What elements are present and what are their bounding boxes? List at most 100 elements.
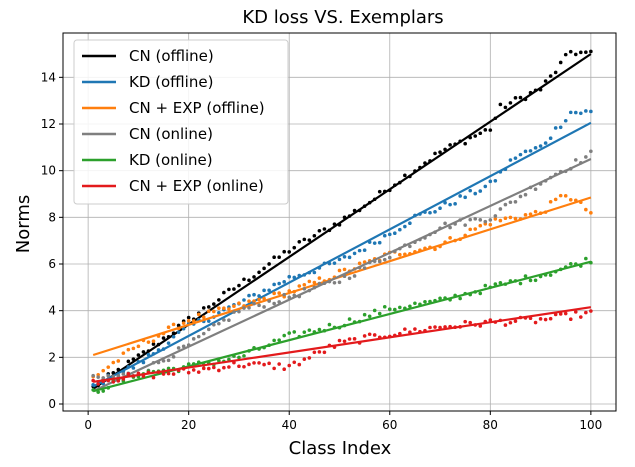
scatter-point bbox=[302, 286, 307, 291]
scatter-point bbox=[558, 193, 563, 198]
scatter-point bbox=[91, 373, 95, 378]
scatter-point bbox=[503, 323, 508, 327]
scatter-point bbox=[312, 233, 317, 238]
scatter-point bbox=[398, 252, 402, 257]
scatter-point bbox=[387, 255, 392, 260]
scatter-point bbox=[403, 327, 407, 331]
scatter-point bbox=[227, 318, 231, 323]
x-tick-label: 20 bbox=[181, 418, 196, 432]
scatter-point bbox=[166, 358, 171, 363]
scatter-point bbox=[543, 317, 548, 322]
scatter-point bbox=[206, 366, 211, 371]
scatter-point bbox=[573, 110, 578, 115]
scatter-point bbox=[337, 338, 342, 343]
scatter-point bbox=[568, 49, 573, 54]
scatter-point bbox=[317, 228, 322, 233]
scatter-point bbox=[292, 245, 297, 250]
scatter-point bbox=[478, 218, 483, 222]
scatter-point bbox=[196, 334, 201, 339]
scatter-point bbox=[558, 60, 563, 65]
series-cn-offline bbox=[91, 49, 593, 390]
scatter-point bbox=[121, 351, 126, 355]
scatter-point bbox=[448, 236, 452, 240]
scatter-point bbox=[428, 210, 432, 215]
scatter-point bbox=[533, 320, 538, 325]
scatter-point bbox=[382, 257, 387, 262]
scatter-point bbox=[317, 350, 322, 354]
scatter-point bbox=[513, 200, 518, 204]
scatter-point bbox=[377, 240, 382, 245]
scatter-point bbox=[523, 274, 528, 278]
scatter-point bbox=[297, 239, 302, 244]
scatter-point bbox=[232, 304, 236, 309]
scatter-point bbox=[237, 309, 241, 314]
scatter-point bbox=[166, 341, 171, 345]
scatter-point bbox=[573, 158, 578, 162]
scatter-point bbox=[111, 374, 116, 379]
scatter-point bbox=[227, 365, 231, 369]
scatter-point bbox=[277, 255, 281, 260]
scatter-point bbox=[468, 217, 473, 222]
scatter-point bbox=[287, 274, 292, 279]
scatter-point bbox=[453, 202, 457, 206]
scatter-point bbox=[483, 128, 488, 132]
scatter-point bbox=[126, 359, 131, 364]
scatter-point bbox=[131, 366, 136, 370]
scatter-point bbox=[523, 213, 528, 217]
scatter-point bbox=[548, 273, 553, 277]
legend-label: CN + EXP (offline) bbox=[129, 99, 265, 117]
scatter-point bbox=[201, 315, 206, 320]
scatter-point bbox=[106, 374, 111, 378]
scatter-point bbox=[584, 155, 588, 159]
scatter-point bbox=[302, 357, 307, 361]
scatter-point bbox=[242, 298, 246, 302]
scatter-point bbox=[584, 109, 588, 113]
scatter-point bbox=[518, 95, 523, 100]
scatter-point bbox=[433, 210, 437, 214]
scatter-point bbox=[498, 207, 503, 211]
scatter-point bbox=[272, 282, 276, 287]
scatter-point bbox=[573, 310, 578, 314]
scatter-point bbox=[438, 296, 442, 301]
fit-line bbox=[92, 121, 592, 388]
scatter-point bbox=[267, 361, 271, 366]
scatter-point bbox=[408, 244, 412, 249]
series-cn-exp-online bbox=[91, 306, 593, 386]
scatter-point bbox=[387, 232, 392, 237]
scatter-point bbox=[493, 282, 498, 286]
scatter-point bbox=[503, 105, 508, 110]
scatter-point bbox=[352, 337, 357, 341]
scatter-point bbox=[483, 283, 488, 288]
scatter-point bbox=[136, 344, 141, 349]
scatter-point bbox=[403, 224, 407, 229]
scatter-point bbox=[277, 362, 281, 366]
scatter-point bbox=[252, 361, 256, 365]
scatter-point bbox=[357, 248, 362, 253]
scatter-point bbox=[287, 250, 292, 254]
scatter-point bbox=[262, 288, 266, 293]
scatter-point bbox=[282, 280, 287, 284]
scatter-point bbox=[176, 330, 181, 334]
scatter-point bbox=[337, 280, 342, 285]
scatter-point bbox=[96, 375, 100, 379]
scatter-point bbox=[171, 322, 176, 327]
scatter-point bbox=[377, 189, 382, 194]
scatter-point bbox=[503, 216, 508, 221]
scatter-point bbox=[413, 301, 417, 306]
scatter-point bbox=[252, 301, 256, 306]
scatter-point bbox=[488, 218, 493, 222]
legend: CN (offline) KD (offline) CN + EXP (offlin… bbox=[73, 39, 289, 205]
scatter-point bbox=[232, 310, 236, 314]
scatter-point bbox=[312, 270, 317, 275]
scatter-point bbox=[468, 227, 473, 232]
scatter-point bbox=[96, 390, 100, 394]
scatter-point bbox=[237, 301, 241, 306]
scatter-point bbox=[237, 364, 241, 369]
scatter-point bbox=[332, 261, 337, 265]
scatter-point bbox=[121, 372, 126, 376]
scatter-point bbox=[332, 281, 337, 285]
scatter-point bbox=[508, 101, 513, 105]
scatter-point bbox=[508, 320, 513, 325]
scatter-point bbox=[176, 323, 181, 328]
legend-label: CN (online) bbox=[129, 125, 213, 143]
